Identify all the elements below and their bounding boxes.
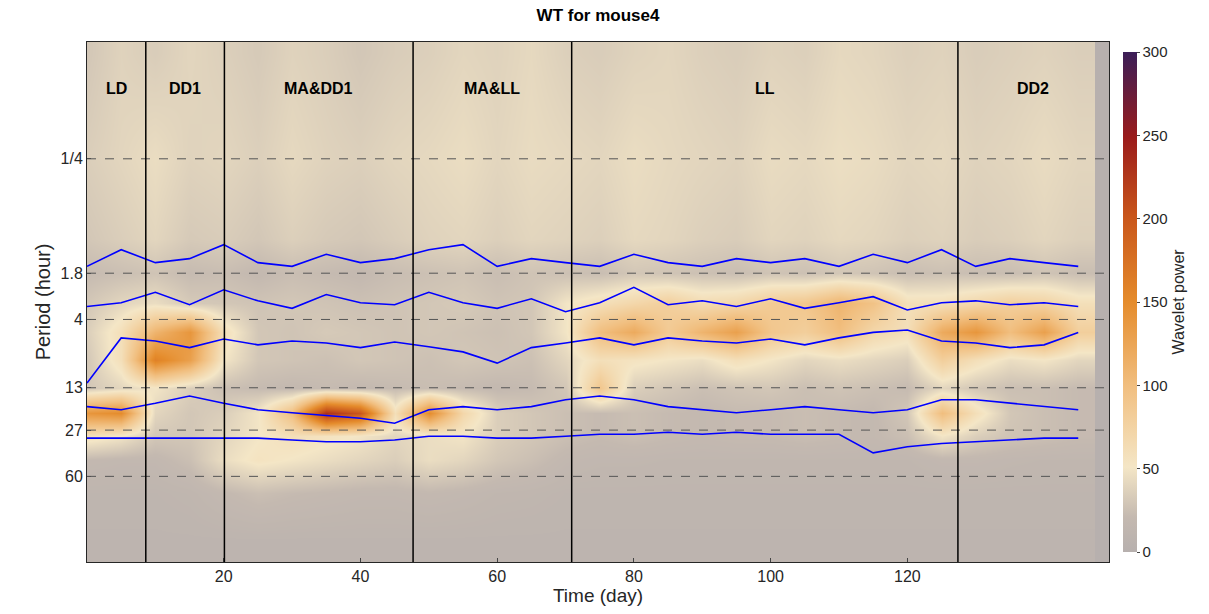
svg-text:1/4: 1/4 [61,150,83,167]
svg-text:DD1: DD1 [169,80,201,97]
svg-text:Period (hour): Period (hour) [32,244,54,361]
svg-text:20: 20 [215,568,233,585]
svg-text:150: 150 [1143,293,1168,310]
svg-text:4: 4 [74,311,83,328]
svg-text:LD: LD [106,80,127,97]
svg-text:LL: LL [755,80,775,97]
svg-text:1.8: 1.8 [61,265,83,282]
svg-text:100: 100 [1143,377,1168,394]
svg-text:60: 60 [65,468,83,485]
svg-text:WT for mouse4: WT for mouse4 [537,6,660,25]
svg-text:DD2: DD2 [1017,80,1049,97]
svg-text:27: 27 [65,422,83,439]
svg-text:80: 80 [625,568,643,585]
svg-text:MA&LL: MA&LL [464,80,520,97]
svg-text:60: 60 [488,568,506,585]
svg-text:300: 300 [1143,43,1168,60]
svg-text:250: 250 [1143,127,1168,144]
svg-text:40: 40 [352,568,370,585]
svg-text:100: 100 [757,568,784,585]
svg-text:MA&DD1: MA&DD1 [284,80,353,97]
svg-text:Wavelet power: Wavelet power [1170,249,1187,355]
svg-text:120: 120 [894,568,921,585]
svg-text:0: 0 [1143,543,1151,560]
svg-text:200: 200 [1143,210,1168,227]
svg-text:13: 13 [65,379,83,396]
svg-text:Time (day): Time (day) [553,585,643,606]
svg-text:50: 50 [1143,460,1160,477]
